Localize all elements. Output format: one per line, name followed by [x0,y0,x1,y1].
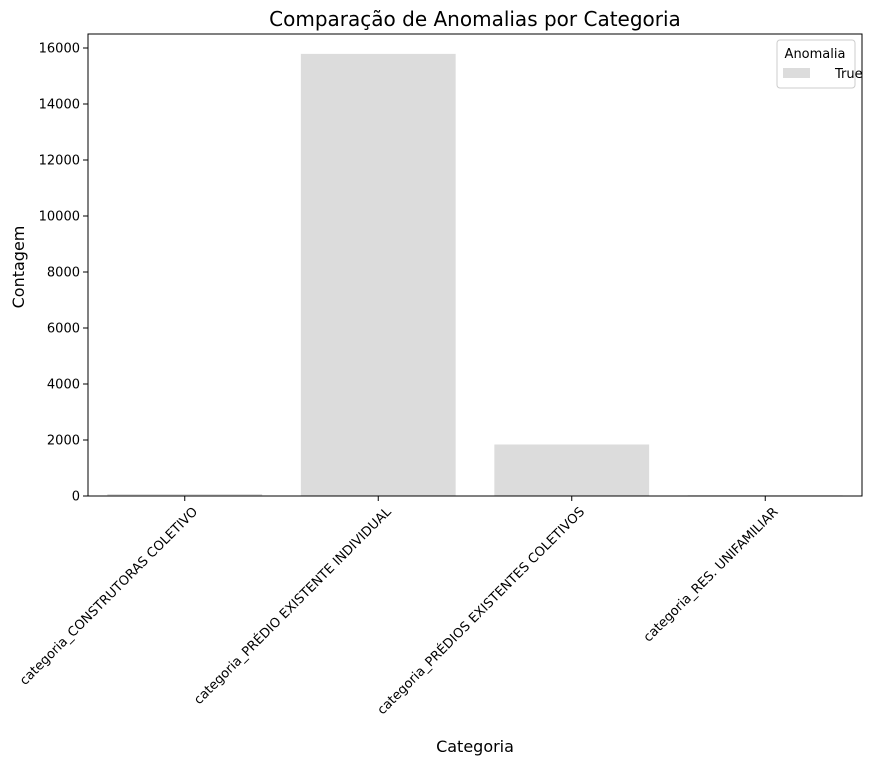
bar-3 [494,444,650,496]
legend: Anomalia True [776,39,863,89]
bar-1 [107,494,263,496]
y-tick-label-8000: 8000 [47,266,80,281]
legend-label-true: True [834,67,863,82]
x-tick-label-1: categoria_CONSTRUTORAS COLETIVO [17,505,201,689]
x-axis: categoria_CONSTRUTORAS COLETIVOcategoria… [17,496,782,718]
legend-title: Anomalia [785,47,846,62]
x-tick-label-2: categoria_PRÉDIO EXISTENTE INDIVIDUAL [191,503,395,707]
y-tick-label-0: 0 [72,490,80,505]
y-tick-label-10000: 10000 [39,210,80,225]
x-tick-label-3: categoria_PRÉDIOS EXISTENTES COLETIVOS [374,504,588,718]
x-tick-label-4: categoria_RES. UNIFAMILIAR [641,505,782,646]
y-axis-label: Contagem [9,226,28,309]
y-axis: 0 2000 4000 6000 8000 10000 12000 14000 16000 [39,42,88,505]
y-tick-label-14000: 14000 [39,98,80,113]
plot-frame [87,33,863,497]
chart-title: Comparação de Anomalias por Categoria [269,7,681,31]
y-tick-label-6000: 6000 [47,322,80,337]
y-tick-label-12000: 12000 [39,154,80,169]
bar-2 [300,53,456,496]
y-tick-label-2000: 2000 [47,434,80,449]
x-axis-label: Categoria [436,737,514,756]
legend-swatch [783,68,810,78]
y-tick-label-4000: 4000 [47,378,80,393]
bars-layer [107,53,843,496]
y-tick-label-16000: 16000 [39,42,80,57]
